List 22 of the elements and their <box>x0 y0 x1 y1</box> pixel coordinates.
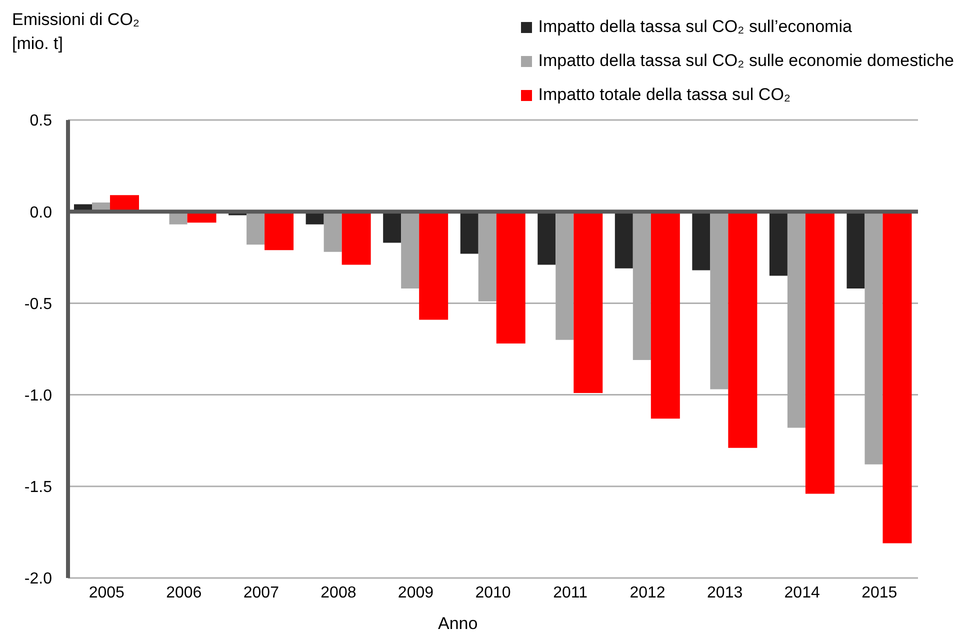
x-tick-label: 2007 <box>243 584 280 602</box>
x-tick-label: 2010 <box>475 584 511 602</box>
x-tick-label: 2011 <box>553 584 588 602</box>
y-tick-label: -1.5 <box>24 479 52 496</box>
x-tick-label: 2005 <box>88 584 125 602</box>
x-tick-label: 2015 <box>862 584 898 602</box>
x-tick-label: 2009 <box>398 584 434 602</box>
y-tick-label: 0.0 <box>30 204 52 222</box>
y-tick-label: 0.5 <box>30 112 52 130</box>
x-axis-title: Anno <box>438 614 478 634</box>
x-tick-label: 2013 <box>707 584 743 602</box>
y-tick-label: -2.0 <box>24 570 52 588</box>
legend-label: Impatto della tassa sul CO₂ sull’economia <box>538 16 852 38</box>
x-tick-label: 2008 <box>320 584 356 602</box>
y-axis-title: Emissioni di CO₂ [mio. t] <box>12 9 141 55</box>
legend-label: Impatto della tassa sul CO₂ sulle economie domestiche <box>538 50 954 72</box>
legend-label: Impatto totale della tassa sul CO₂ <box>538 84 791 106</box>
x-tick-label: 2014 <box>784 584 820 602</box>
y-tick-label: -0.5 <box>24 296 52 313</box>
x-tick-label: 2012 <box>630 584 666 602</box>
y-tick-label: -1.0 <box>24 387 52 404</box>
x-tick-label: 2006 <box>166 584 202 602</box>
